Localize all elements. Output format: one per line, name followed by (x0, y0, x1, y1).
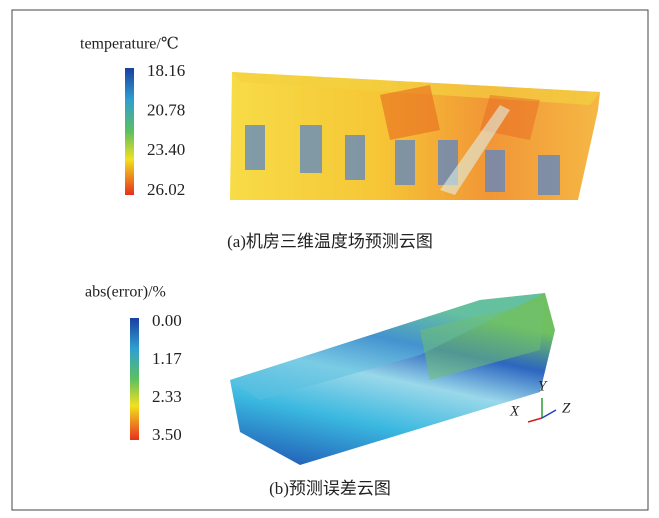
axis-label: Y (538, 378, 548, 394)
axis-gizmo (528, 398, 556, 422)
axis-label: X (509, 403, 520, 419)
caption: (a)机房三维温度场预测云图 (227, 232, 433, 251)
colorbar (125, 68, 134, 195)
colorbar (130, 318, 139, 440)
colorbar-tick-label: 1.17 (152, 349, 182, 368)
temperature-render (230, 72, 600, 200)
colorbar-tick-label: 23.40 (147, 140, 185, 159)
colorbar-tick-label: 18.16 (147, 61, 185, 80)
colorbar-tick-label: 0.00 (152, 311, 182, 330)
figure: Y X Z temperature/℃ 18.16 20.78 23.40 26.02 (… (0, 0, 659, 518)
colorbar-title: abs(error)/% (85, 284, 166, 301)
figure-canvas: Y X Z temperature/℃ 18.16 20.78 23.40 26.02 (… (0, 0, 659, 518)
error-render (230, 293, 555, 465)
colorbar-tick-label: 2.33 (152, 387, 182, 406)
caption: (b)预测误差云图 (269, 479, 391, 498)
colorbar-tick-label: 3.50 (152, 425, 182, 444)
colorbar-tick-label: 26.02 (147, 180, 185, 199)
colorbar-tick-label: 20.78 (147, 101, 185, 120)
colorbar-title: temperature/℃ (80, 36, 179, 53)
axis-label: Z (562, 400, 571, 416)
